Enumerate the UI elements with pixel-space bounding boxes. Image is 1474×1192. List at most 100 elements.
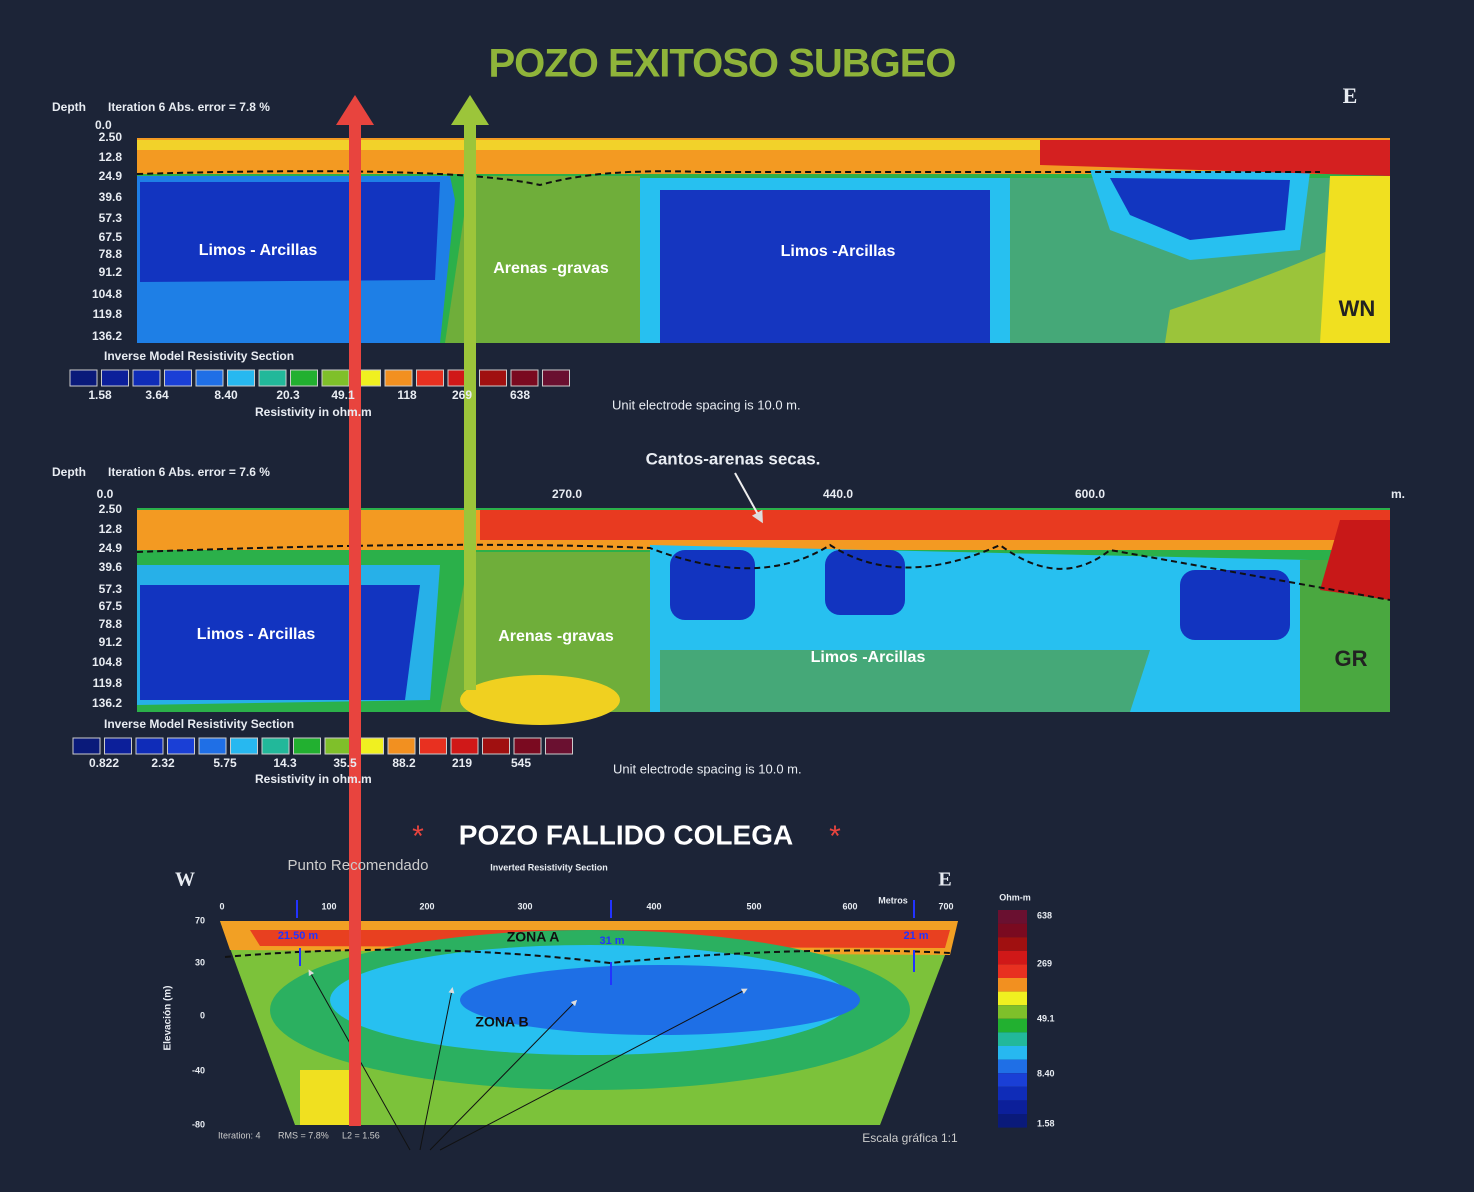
colorbar-swatch	[998, 964, 1027, 978]
x-tick-label: 400	[646, 901, 661, 911]
colorbar-swatch	[998, 1086, 1027, 1101]
colorbar-swatch	[998, 1018, 1027, 1033]
depth-tick-label: 2.50	[99, 502, 123, 516]
legend-swatch	[545, 737, 573, 755]
section-colega	[220, 900, 958, 1151]
legend-swatch	[290, 369, 318, 387]
depth-mark: 21 m	[903, 930, 928, 942]
section-wn	[136, 138, 1390, 343]
region-label: Limos - Arcillas	[197, 626, 316, 643]
colorbar-value: 1.58	[1037, 1118, 1055, 1128]
depth-tick-label: 78.8	[99, 617, 123, 631]
legend-swatch	[230, 737, 258, 755]
zone-label: ZONA A	[507, 929, 560, 945]
legend-value: 269	[452, 388, 472, 402]
scale-label: Escala gráfica 1:1	[862, 1131, 958, 1145]
footer-label: RMS = 7.8%	[278, 1130, 329, 1140]
colorbar-swatch	[998, 1059, 1027, 1074]
region-label: Limos - Arcillas	[199, 242, 318, 259]
x-tick-label: 0.0	[95, 118, 112, 132]
x-unit: Metros	[878, 895, 908, 905]
legend-value: 1.58	[88, 388, 112, 402]
legend-swatch	[416, 369, 444, 387]
annotation-arrow	[734, 472, 763, 524]
depth-tick-label: 104.8	[92, 655, 122, 669]
legend-value: 118	[397, 388, 417, 402]
x-tick-label: 700	[938, 901, 953, 911]
legend-swatch	[513, 737, 542, 755]
depth-tick-label: 119.8	[93, 307, 123, 321]
x-tick-label: 0	[219, 901, 224, 911]
legend-value: 88.2	[392, 756, 416, 770]
colorbar-swatch	[998, 937, 1027, 951]
colorbar-value: 8.40	[1037, 1068, 1055, 1078]
depth-label: Depth	[52, 465, 86, 479]
x-tick-label: 440.0	[823, 487, 853, 501]
depth-tick-label: 104.8	[92, 287, 122, 301]
region-label: Arenas -gravas	[493, 260, 609, 277]
arrows	[336, 95, 489, 1126]
x-tick-label: 600.0	[1075, 487, 1105, 501]
y-tick-label: -40	[192, 1065, 205, 1075]
legend-swatch	[479, 369, 507, 387]
x-tick-label: 600	[842, 901, 857, 911]
legend-swatch	[195, 369, 224, 387]
spacing-note: Unit electrode spacing is 10.0 m.	[613, 761, 802, 776]
legend-swatch	[387, 737, 416, 755]
legend-swatch	[450, 737, 479, 755]
colorbar-title: Ohm-m	[999, 892, 1031, 902]
legend-swatch	[198, 737, 227, 755]
depth-tick-label: 57.3	[99, 211, 123, 225]
depth-tick-label: 12.8	[99, 150, 123, 164]
footer-label: Iteration: 4	[218, 1130, 261, 1140]
compass: E	[938, 869, 951, 891]
depth-tick-label: 78.8	[99, 247, 123, 261]
depth-tick-label: 119.8	[93, 676, 123, 690]
section-tag: WN	[1339, 296, 1376, 321]
colorbar-swatch	[998, 1100, 1027, 1114]
legend-swatch	[101, 369, 129, 387]
depth-tick-label: 12.8	[99, 522, 123, 536]
x-tick-label: 0.0	[97, 487, 114, 501]
legend-swatch	[510, 369, 539, 387]
depth-tick-label: 91.2	[99, 635, 123, 649]
legend-value: 3.64	[145, 388, 169, 402]
y-tick-label: -80	[192, 1119, 205, 1129]
annotation: Cantos-arenas secas.	[646, 449, 821, 468]
legend-swatch	[261, 737, 290, 755]
legend-value: 5.75	[213, 756, 237, 770]
depth-tick-label: 39.6	[99, 560, 123, 574]
legend-swatch	[419, 737, 447, 755]
iteration-label: Iteration 6 Abs. error = 7.6 %	[108, 465, 270, 479]
legend-swatch	[321, 369, 350, 387]
colorbar-value: 49.1	[1037, 1013, 1055, 1023]
legend-swatch	[132, 369, 161, 387]
section-tag: GR	[1335, 646, 1368, 671]
legend-swatch	[384, 369, 413, 387]
section-gr	[136, 508, 1391, 725]
depth-tick-label: 24.9	[99, 169, 123, 183]
legend-title: Inverse Model Resistivity Section	[104, 349, 294, 363]
legend-title: Inverse Model Resistivity Section	[104, 717, 294, 731]
colorbar-swatch	[998, 978, 1027, 992]
colorbar-value: 638	[1037, 910, 1052, 920]
x-tick-label: 100	[321, 901, 336, 911]
spacing-note: Unit electrode spacing is 10.0 m.	[612, 397, 801, 412]
compass: W	[175, 869, 195, 891]
depth-tick-label: 2.50	[99, 130, 123, 144]
legend-value: 35.5	[333, 756, 357, 770]
legend-value: 20.3	[276, 388, 300, 402]
y-tick-label: 70	[195, 915, 205, 925]
x-tick-label: 300	[517, 901, 532, 911]
colorbar-swatch	[998, 1032, 1027, 1046]
legend-unit: Resistivity in ohm.m	[255, 772, 372, 786]
x-tick-label: 500	[746, 901, 761, 911]
legend-swatch	[135, 737, 164, 755]
x-tick-label: 270.0	[552, 487, 582, 501]
depth-tick-label: 57.3	[99, 582, 123, 596]
tag-box	[1328, 292, 1386, 328]
legend-swatch	[293, 737, 321, 755]
legend-value: 219	[452, 756, 472, 770]
legend-value: 49.1	[331, 388, 355, 402]
